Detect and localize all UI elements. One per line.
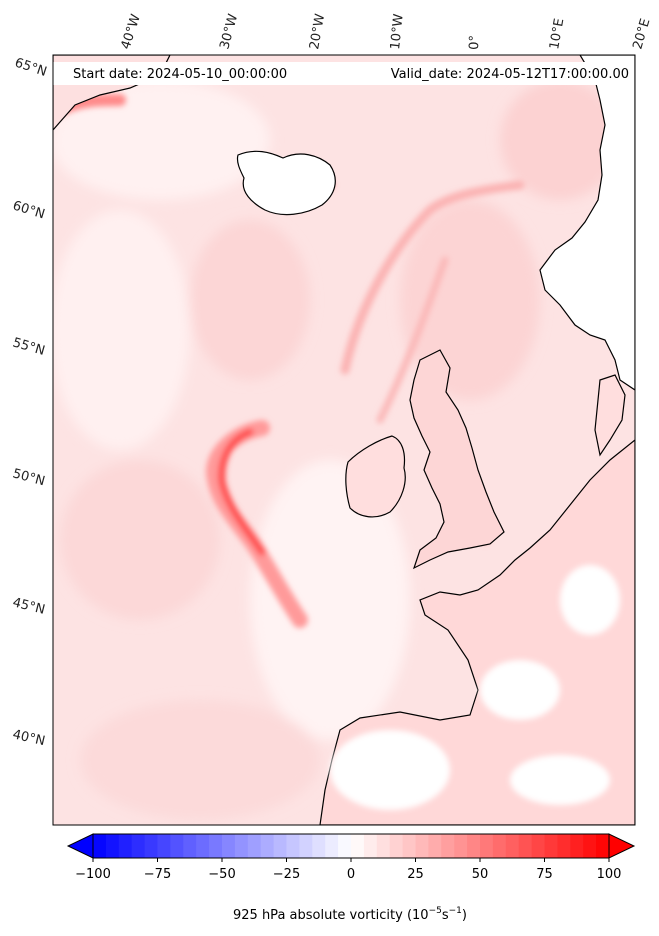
colorbar-segment [93,834,107,858]
colorbar-segment [557,834,571,858]
map-panel: Start date: 2024-05-10_00:00:00 Valid_da… [52,54,636,826]
colorbar-segment [118,834,133,858]
colorbar-ticks: −100 −75 −50 −25 0 25 50 75 100 [75,858,621,882]
colorbar-extend-low [66,833,94,859]
colorbar-segment [454,834,468,858]
colorbar-tick-label: 0 [347,867,355,882]
header-strip [53,62,633,85]
colorbar-tick-label: −50 [208,867,235,882]
colorbar-segment [544,834,558,858]
colorbar-segment [531,834,546,858]
colorbar-label-exponent: −5 [429,906,442,916]
colorbar-segment [415,834,429,858]
latitude-labels: 65°N 60°N 55°N 50°N 45°N 40°N [11,56,49,750]
colorbar-segment [570,834,584,858]
colorbar-segment [363,834,378,858]
colorbar-tick-label: −100 [75,867,111,882]
colorbar-label-close: ) [462,908,467,923]
colorbar-segment [351,834,365,858]
lon-label-20e: 20°E [630,17,653,51]
colorbar-extend-high [608,833,636,859]
colorbar-segment [480,834,494,858]
colorbar-label-unit: s [442,908,449,923]
lon-label-40w: 40°W [119,12,144,51]
colorbar-segment [338,834,352,858]
colorbar-tick-label: 75 [536,867,553,882]
colorbar-segment [402,834,417,858]
colorbar-label: 925 hPa absolute vorticity (10−5s−1) [233,906,467,923]
colorbar-segment [196,834,210,858]
colorbar-segment [312,834,326,858]
lat-label-45n: 45°N [11,595,46,617]
colorbar-segment [131,834,146,858]
colorbar-segment [222,834,236,858]
map-frame [52,54,636,826]
colorbar-tick-label: 100 [597,867,622,882]
lat-label-65n: 65°N [13,56,49,80]
colorbar-segment [376,834,391,858]
lon-label-20w: 20°W [307,13,328,51]
colorbar-segment [441,834,455,858]
colorbar-segment [428,834,442,858]
longitude-labels: 40°W 30°W 20°W 10°W 0° 10°E 20°E [119,12,654,51]
colorbar-segment [389,834,404,858]
colorbar-label-base: 925 hPa absolute vorticity (10 [233,908,429,923]
colorbar-segment [105,834,120,858]
colorbar-segment [170,834,184,858]
colorbar-segment [518,834,533,858]
colorbar-segment [247,834,262,858]
lon-label-30w: 30°W [217,12,241,51]
colorbar-segment [596,834,610,858]
lat-label-60n: 60°N [11,198,47,222]
lat-label-40n: 40°N [11,727,46,749]
colorbar-tick-label: −25 [273,867,300,882]
colorbar-label-unit-exponent: −1 [449,906,462,916]
colorbar-segment [325,834,339,858]
vorticity-field [53,55,635,825]
colorbar-segment [144,834,159,858]
colorbar-tick-label: 50 [472,867,489,882]
colorbar-segment [273,834,288,858]
colorbar-segment [583,834,597,858]
colorbar-segment [286,834,300,858]
colorbar-segment [492,834,507,858]
colorbar-segment [234,834,249,858]
lon-label-10e: 10°E [547,17,567,50]
colorbar-segment [260,834,275,858]
lat-label-55n: 55°N [11,335,47,358]
start-date: Start date: 2024-05-10_00:00:00 [73,67,287,82]
colorbar-segment [505,834,520,858]
colorbar: −100 −75 −50 −25 0 25 50 75 100 925 hPa absolute… [66,833,636,923]
valid-date: Valid_date: 2024-05-12T17:00:00.00 [391,67,629,82]
colorbar-segment [209,834,223,858]
colorbar-segment [183,834,197,858]
colorbar-segments [93,834,610,858]
colorbar-segment [299,834,313,858]
lon-label-10w: 10°W [388,13,407,50]
colorbar-tick-label: −75 [144,867,171,882]
lat-label-50n: 50°N [11,466,47,489]
colorbar-segment [157,834,171,858]
lon-label-0: 0° [467,35,483,50]
colorbar-segment [467,834,481,858]
colorbar-tick-label: 25 [407,867,424,882]
